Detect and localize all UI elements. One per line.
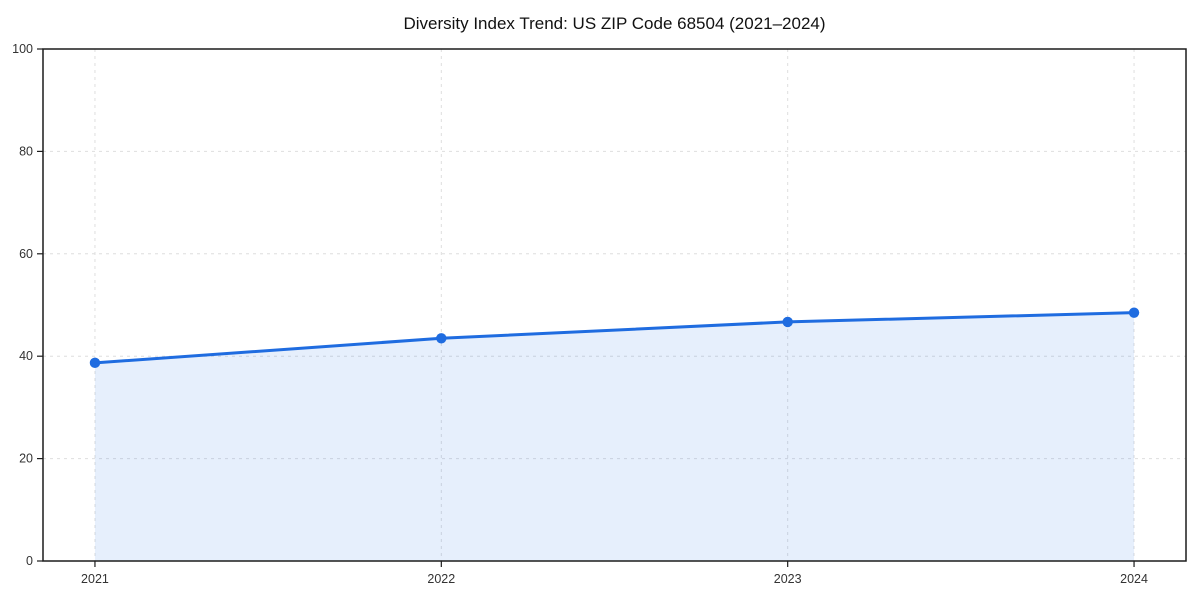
data-point-marker [89, 357, 101, 369]
y-axis-tick-label: 100 [12, 42, 33, 56]
data-point-marker [1128, 307, 1140, 318]
chart-title: Diversity Index Trend: US ZIP Code 68504… [403, 14, 826, 33]
x-axis-tick-label: 2021 [81, 572, 109, 586]
x-axis-tick-label: 2022 [427, 572, 455, 586]
plot-border [42, 48, 1187, 562]
y-axis-tick-label: 40 [19, 349, 33, 363]
area-fill [94, 312, 1135, 561]
data-point-marker [782, 316, 793, 328]
y-axis-tick-label: 60 [19, 247, 33, 261]
y-axis-tick-label: 20 [19, 452, 33, 466]
y-axis-tick-label: 0 [26, 554, 33, 568]
y-axis-tick-label: 80 [19, 144, 33, 158]
x-axis-tick-label: 2024 [1120, 572, 1148, 586]
x-axis-tick-label: 2023 [774, 572, 802, 586]
trend-line [93, 311, 1136, 365]
data-point-marker [436, 333, 447, 344]
